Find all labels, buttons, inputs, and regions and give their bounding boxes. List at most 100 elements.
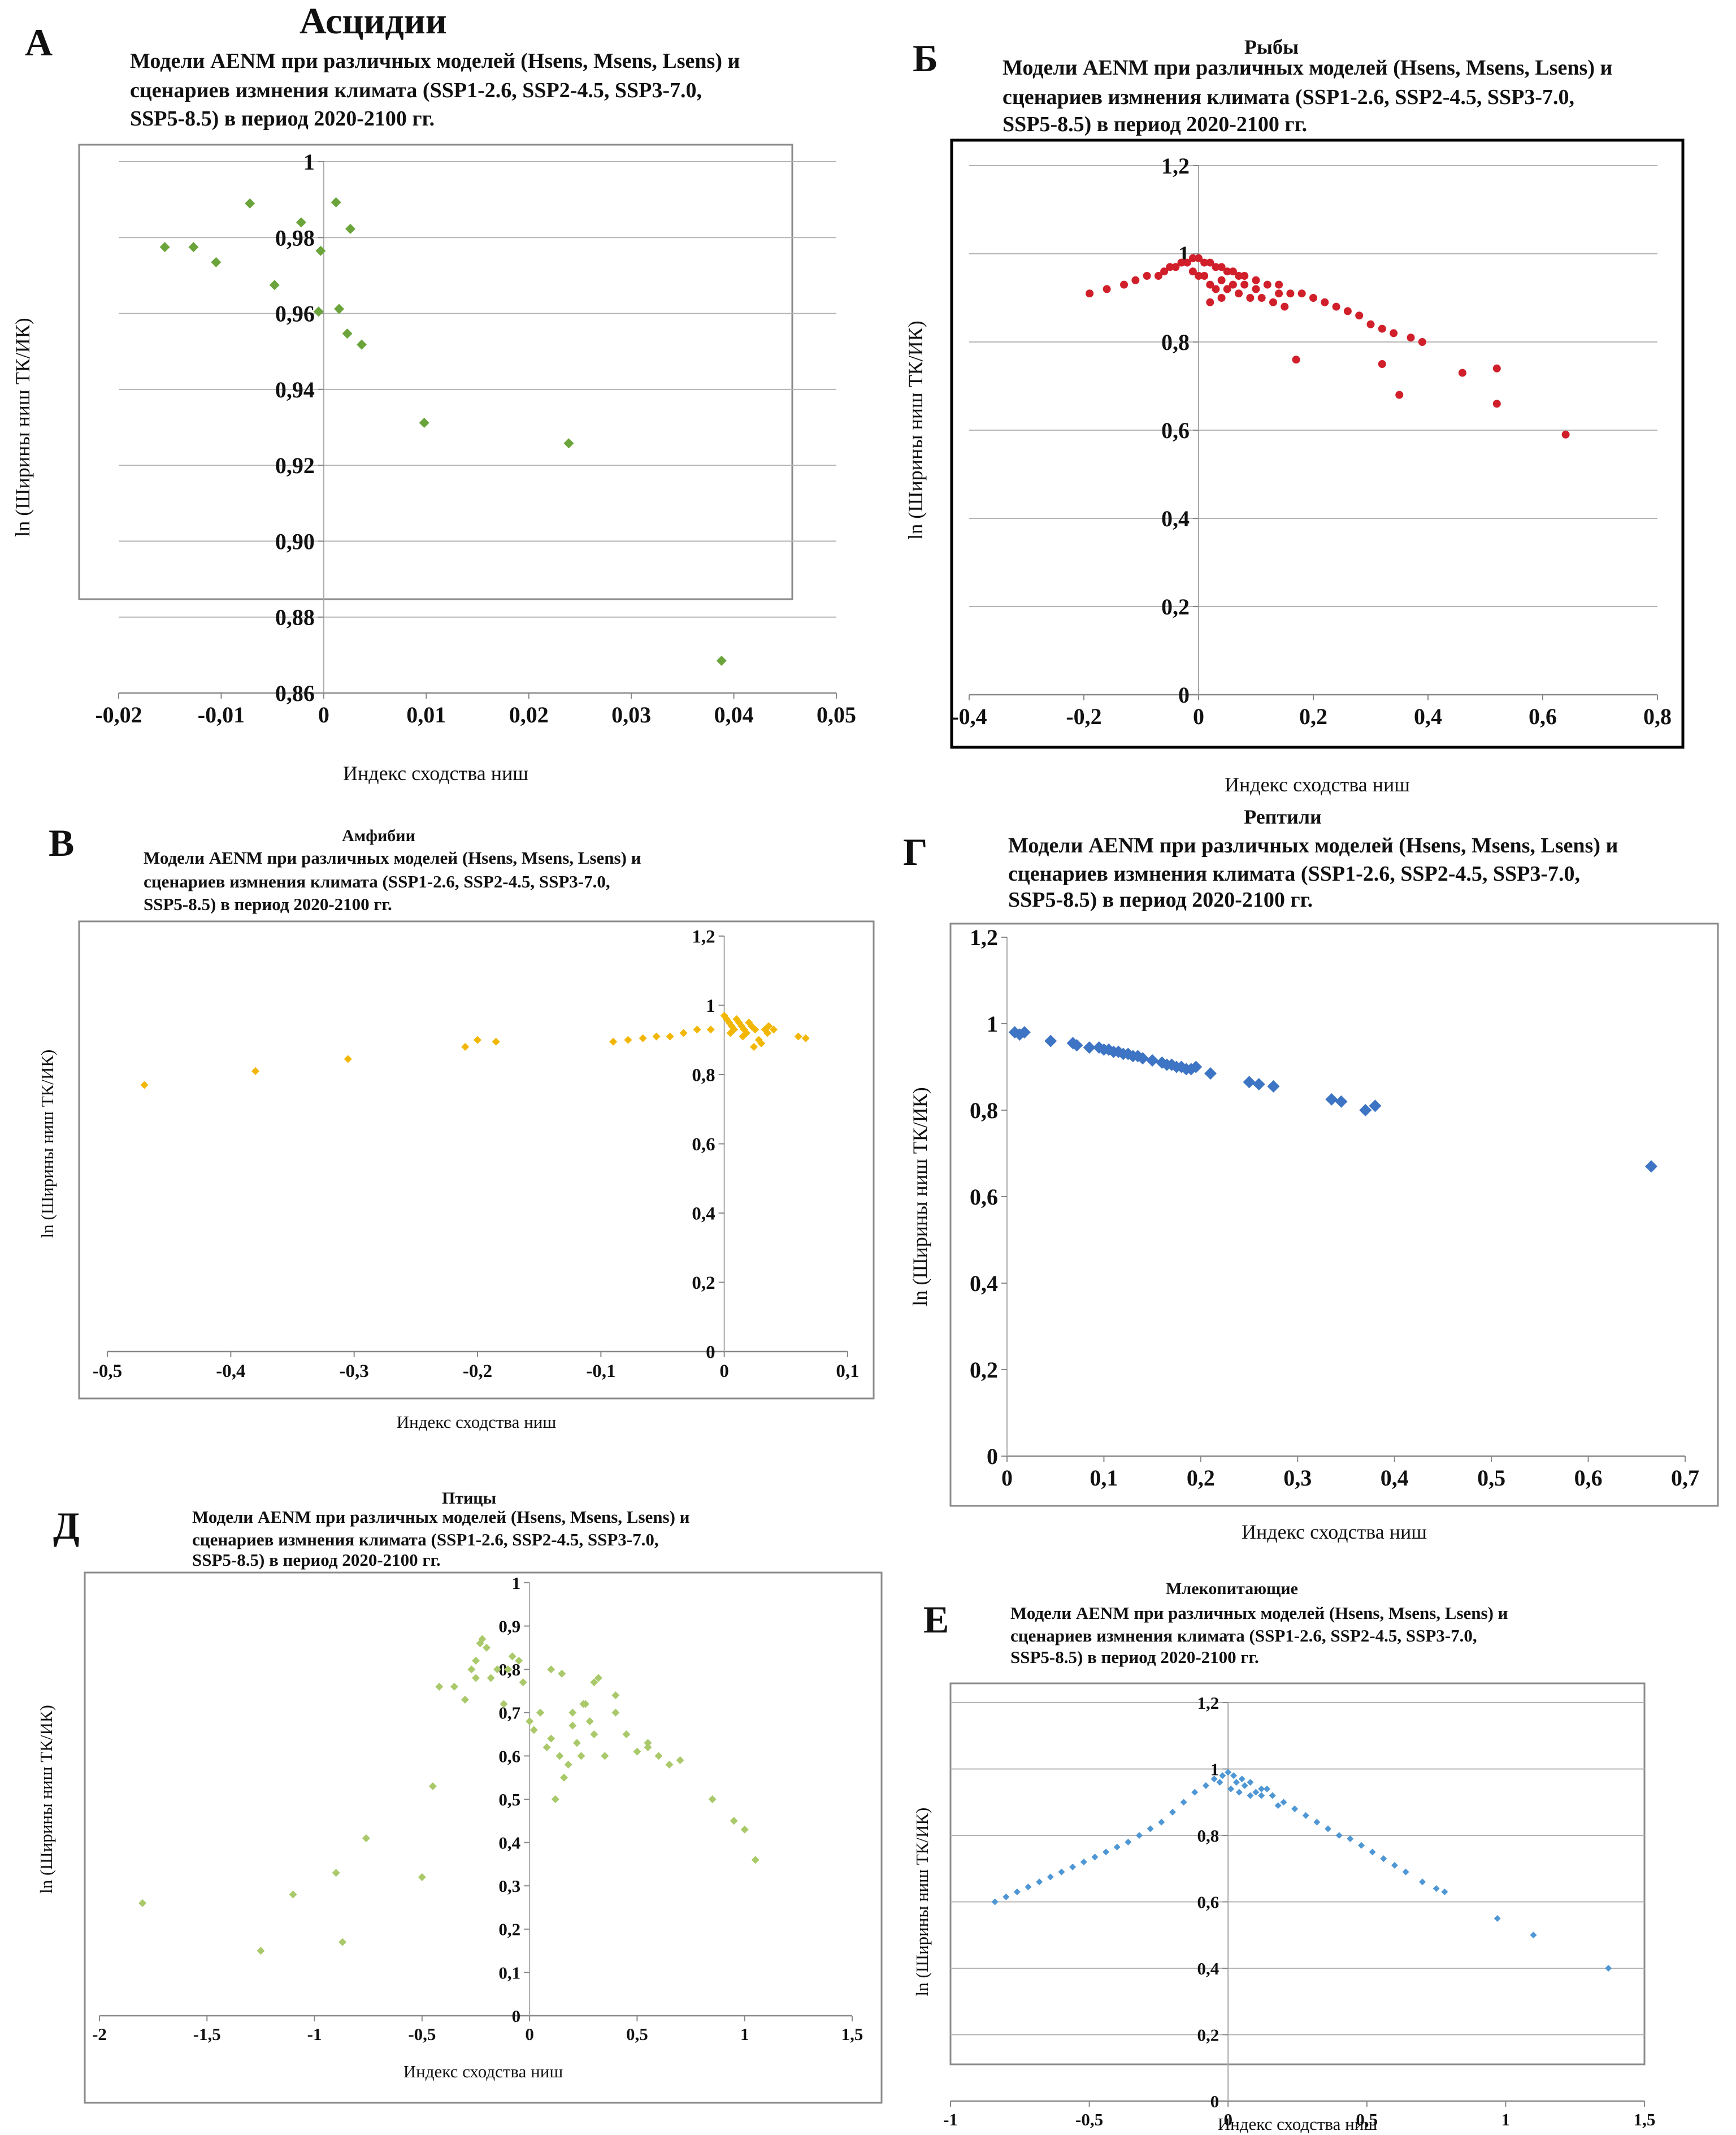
y-tick-label: 0,8 (692, 1066, 715, 1086)
data-point (257, 1947, 265, 1955)
data-point (1369, 1848, 1376, 1856)
data-point (1380, 1855, 1387, 1863)
x-tick-label: 0,4 (1381, 1465, 1409, 1491)
x-tick-label: 0,6 (1574, 1465, 1603, 1491)
data-point (1395, 391, 1404, 399)
x-tick-label: 0,1 (836, 1361, 859, 1382)
data-point (542, 1743, 551, 1752)
data-point (1252, 1788, 1260, 1796)
y-tick-label: 0,90 (275, 529, 315, 554)
chart-frame (949, 1682, 1646, 2065)
data-point (1458, 369, 1466, 377)
chart-b-title-line-1: Модели AENM при различных моделей (Hsens… (1002, 56, 1613, 80)
data-point (1230, 1772, 1238, 1779)
data-point (1120, 280, 1129, 289)
x-axis-label: Индекс сходства ниш (397, 1412, 557, 1432)
data-point (362, 1834, 370, 1842)
y-tick-label: 0,1 (498, 1963, 520, 1982)
data-point (1217, 263, 1226, 271)
chart-e-title-line-1: Модели AENM при различных моделей (Hsens… (1010, 1603, 1508, 1623)
data-point (1530, 1932, 1537, 1939)
data-point (1257, 294, 1266, 302)
data-point (644, 1743, 652, 1752)
data-point (611, 1708, 620, 1717)
data-point (654, 1752, 663, 1760)
y-tick-label: 0,2 (1161, 594, 1190, 620)
y-tick-label: 1 (512, 1573, 521, 1593)
data-point (1267, 1080, 1280, 1093)
y-tick-label: 1,2 (1197, 1693, 1219, 1713)
data-point (1238, 1775, 1245, 1783)
x-tick-label: 0,7 (1671, 1465, 1699, 1491)
y-tick-label: 0,9 (498, 1616, 520, 1636)
x-tick-label: 0,3 (1283, 1465, 1312, 1491)
data-point (1069, 1863, 1077, 1870)
panel-letter-g: Г (903, 830, 928, 873)
x-tick-label: 0,6 (1529, 704, 1557, 729)
data-point (757, 1039, 766, 1047)
data-point (652, 1032, 661, 1041)
y-tick-label: 0,86 (275, 681, 315, 706)
x-tick-label: 0,2 (1299, 704, 1327, 729)
data-point (1492, 400, 1501, 408)
data-point (1191, 1788, 1199, 1796)
chart-a-title-line-3: SSP5-8.5) в период 2020-2100 гг. (130, 107, 435, 131)
x-tick-label: -1,5 (193, 2024, 221, 2044)
y-tick-label: 0,8 (970, 1098, 998, 1123)
x-tick-label: 0 (719, 1361, 729, 1382)
data-point (1291, 1805, 1299, 1812)
data-point (1200, 272, 1209, 280)
x-tick-label: 0,02 (509, 702, 549, 727)
data-point (1188, 254, 1197, 262)
data-point (1357, 1842, 1365, 1849)
data-point (1002, 1893, 1010, 1900)
x-tick-label: 0,5 (626, 2024, 648, 2044)
y-tick-label: 0,88 (275, 605, 315, 630)
data-point (1216, 1779, 1223, 1786)
data-point (1171, 263, 1180, 271)
x-tick-label: -0,5 (408, 2024, 436, 2044)
data-point (467, 1665, 476, 1674)
data-point (1335, 1095, 1348, 1108)
data-point (1297, 289, 1306, 298)
chart-panel-2: -0,5 -0,4 -0,3 -0,2 -0,1 0 0,1 0 0,2 0,4 0,6 0,8 1 1,… (37, 920, 875, 1432)
data-point (344, 1055, 352, 1063)
x-tick-label: -1 (943, 2110, 958, 2129)
data-point (1302, 1812, 1309, 1819)
data-point (624, 1036, 632, 1044)
x-axis-label: Индекс сходства ниш (343, 762, 528, 785)
y-tick-label: 0,4 (498, 1833, 520, 1852)
data-point (1147, 1825, 1154, 1833)
x-tick-label: 0,05 (817, 702, 856, 727)
data-point (1309, 294, 1317, 302)
data-point (1229, 267, 1237, 276)
chart-d-title-line-3: SSP5-8.5) в период 2020-2100 гг. (192, 1550, 441, 1570)
chart-panel-5: -1 -0,5 0 0,5 1 1,5 0 0,2 0,4 0,6 0,8 1 1,2 Индекс сх… (912, 1682, 1655, 2134)
data-point (706, 1025, 715, 1034)
data-point (1136, 1052, 1149, 1065)
chart-frame (949, 923, 1719, 1507)
data-point (730, 1817, 738, 1825)
data-point (1391, 1861, 1398, 1869)
data-point (639, 1034, 647, 1042)
data-point (1195, 272, 1203, 280)
x-tick-label: 0,5 (1356, 2110, 1378, 2129)
data-point (251, 1067, 259, 1075)
y-axis-label: ln (Ширины ниш ТК/ИК) (909, 1087, 931, 1306)
y-tick-label: 0 (706, 1343, 715, 1363)
data-point (1204, 1067, 1217, 1080)
y-tick-label: 0,4 (970, 1271, 998, 1296)
data-point (1183, 258, 1191, 267)
data-point (1252, 276, 1260, 284)
data-point (1240, 272, 1249, 280)
data-point (211, 257, 222, 267)
data-point (1080, 1859, 1087, 1865)
y-tick-label: 0,2 (970, 1357, 998, 1383)
data-point (472, 1656, 480, 1665)
data-point (515, 1656, 523, 1665)
data-point (1252, 285, 1260, 293)
chart-v-title-line-2: сценариев измнения климата (SSP1-2.6, SS… (144, 872, 610, 891)
data-point (493, 1665, 502, 1674)
data-point (1347, 1835, 1354, 1842)
x-axis-label: Индекс сходства ниш (1218, 2114, 1378, 2134)
